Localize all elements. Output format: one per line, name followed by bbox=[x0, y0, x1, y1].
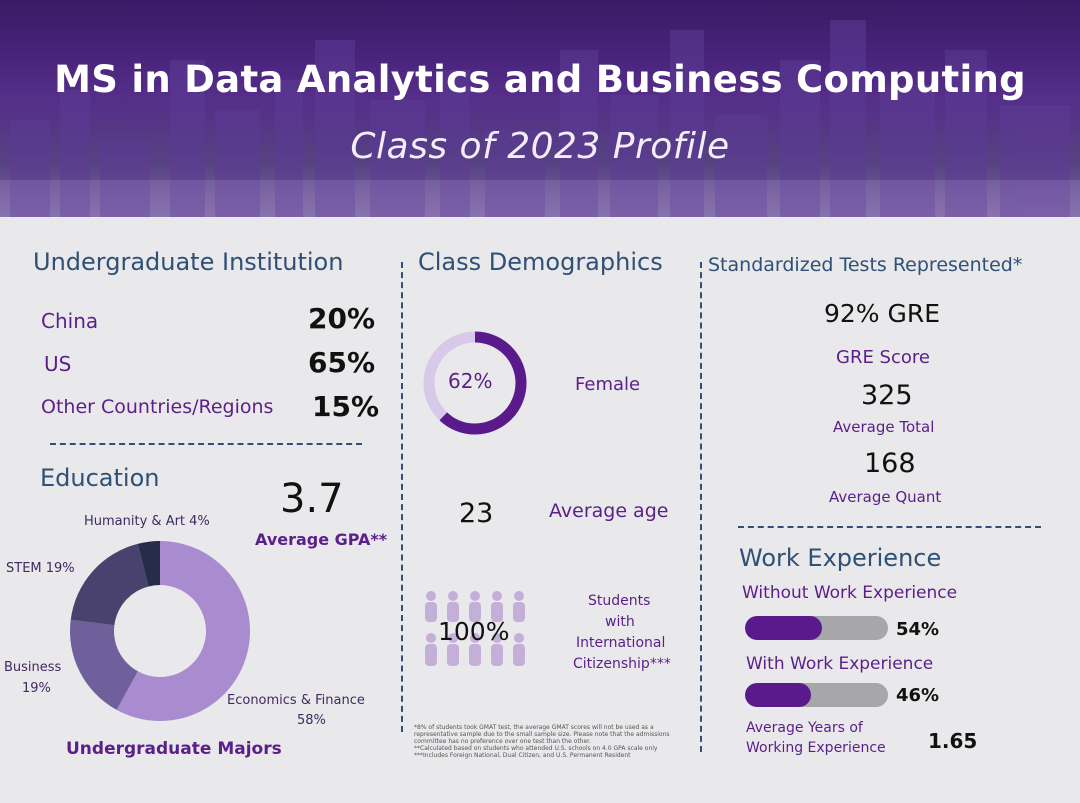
page-title: MS in Data Analytics and Business Comput… bbox=[54, 58, 1026, 101]
person-icon bbox=[447, 633, 459, 666]
majors-slice-economics-finance bbox=[116, 541, 250, 721]
major-label-business-pct: 19% bbox=[22, 681, 51, 696]
header-banner: MS in Data Analytics and Business Comput… bbox=[0, 0, 1080, 217]
female-percent: 62% bbox=[448, 369, 493, 393]
majors-slice-stem bbox=[70, 543, 149, 626]
gre-total-value: 325 bbox=[861, 380, 913, 411]
institution-heading: Undergraduate Institution bbox=[33, 248, 344, 276]
without-work-bar bbox=[745, 616, 888, 640]
major-label-econ-pct: 58% bbox=[297, 713, 326, 728]
gre-score-label: GRE Score bbox=[836, 347, 930, 368]
major-label-business: Business bbox=[4, 660, 62, 675]
people-icons bbox=[425, 591, 525, 666]
institution-value-china: 20% bbox=[308, 302, 376, 335]
institution-value-other: 15% bbox=[312, 390, 380, 423]
without-work-bar-fill bbox=[745, 616, 823, 640]
education-heading: Education bbox=[40, 464, 160, 492]
with-work-percent: 46% bbox=[896, 685, 940, 706]
years-label-line2: Working Experience bbox=[746, 740, 886, 756]
without-work-percent: 54% bbox=[896, 619, 940, 640]
average-age-value: 23 bbox=[459, 498, 494, 529]
footnote-gmat: *8% of students took GMAT test, the aver… bbox=[414, 724, 670, 745]
with-work-bar bbox=[745, 683, 888, 707]
person-icon bbox=[425, 633, 437, 666]
footnote-citizenship: ***Includes Foreign National, Dual Citiz… bbox=[414, 752, 631, 759]
gre-quant-value: 168 bbox=[864, 448, 916, 479]
majors-donut-chart bbox=[70, 541, 250, 721]
gre-quant-label: Average Quant bbox=[829, 488, 942, 506]
majors-title: Undergraduate Majors bbox=[66, 739, 282, 759]
institution-label-us: US bbox=[44, 352, 72, 376]
person-icon bbox=[491, 633, 503, 666]
major-label-humanity: Humanity & Art 4% bbox=[84, 514, 210, 529]
years-value: 1.65 bbox=[928, 729, 978, 753]
major-label-stem: STEM 19% bbox=[6, 561, 75, 576]
person-icon bbox=[513, 591, 525, 622]
gre-share: 92% GRE bbox=[824, 299, 941, 328]
column-divider-right bbox=[700, 262, 702, 752]
column-divider-left bbox=[401, 262, 403, 732]
demographics-heading: Class Demographics bbox=[418, 248, 663, 276]
city-skyline-background bbox=[0, 0, 1080, 217]
person-icon bbox=[425, 591, 437, 622]
tests-heading: Standardized Tests Represented* bbox=[708, 254, 1023, 276]
work-heading: Work Experience bbox=[739, 544, 942, 572]
international-label-line4: Citizenship*** bbox=[573, 656, 671, 672]
without-work-label: Without Work Experience bbox=[742, 583, 958, 603]
major-label-econ: Economics & Finance bbox=[227, 693, 365, 708]
female-label: Female bbox=[575, 374, 641, 395]
with-work-bar-fill bbox=[745, 683, 811, 707]
female-ring-chart bbox=[423, 331, 527, 435]
majors-slice-business bbox=[70, 619, 138, 710]
international-label-line2: with bbox=[605, 614, 635, 630]
person-icon bbox=[447, 591, 459, 622]
average-age-label: Average age bbox=[549, 500, 669, 522]
international-label-line3: International bbox=[576, 635, 666, 651]
with-work-label: With Work Experience bbox=[746, 654, 934, 674]
international-percent: 100% bbox=[438, 617, 510, 646]
gpa-value: 3.7 bbox=[280, 476, 344, 522]
section-divider-work bbox=[738, 526, 1041, 528]
footnote-gpa: **Calculated based on students who atten… bbox=[414, 745, 658, 752]
person-icon bbox=[513, 633, 525, 666]
person-icon bbox=[469, 633, 481, 666]
gre-total-label: Average Total bbox=[833, 418, 935, 436]
majors-slice-humanity-art bbox=[137, 541, 160, 587]
institution-label-other: Other Countries/Regions bbox=[41, 396, 274, 418]
page-subtitle: Class of 2023 Profile bbox=[350, 126, 730, 167]
international-label-line1: Students bbox=[588, 593, 651, 609]
institution-value-us: 65% bbox=[308, 346, 376, 379]
person-icon bbox=[469, 591, 481, 622]
person-icon bbox=[491, 591, 503, 622]
section-divider-education bbox=[50, 443, 362, 445]
years-label-line1: Average Years of bbox=[746, 720, 863, 736]
institution-label-china: China bbox=[41, 309, 99, 333]
female-ring-fill bbox=[423, 331, 527, 435]
gpa-label: Average GPA** bbox=[255, 530, 388, 549]
